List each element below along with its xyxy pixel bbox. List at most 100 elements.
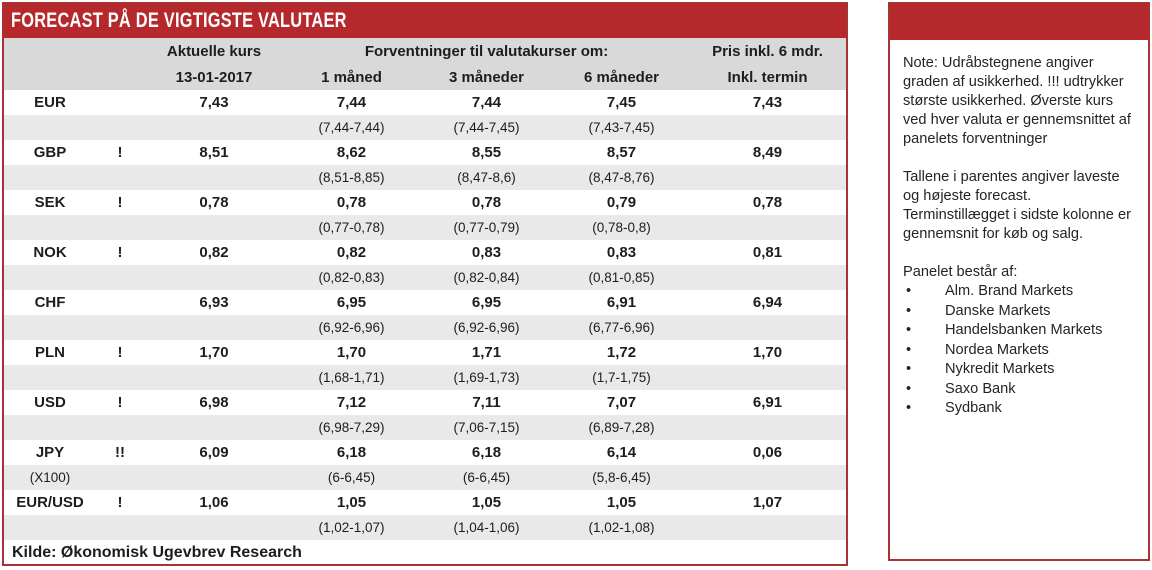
note-paragraph-uncertainty: Note: Udråbstegnene angiver graden af us… — [903, 55, 1131, 147]
cell-currency: NOK — [33, 244, 67, 261]
cell-uncertainty: ! — [117, 494, 123, 511]
cell-price-incl: 0,81 — [752, 244, 783, 261]
header-expectations: Forventninger til valutakurser om: — [284, 38, 690, 64]
header-current-rate: Aktuelle kurs — [144, 38, 284, 64]
cell-currency-sub — [4, 365, 96, 390]
cell-1m: 1,70 — [336, 344, 367, 361]
list-item: Nordea Markets — [903, 341, 1137, 361]
cell-6m: 7,07 — [606, 394, 637, 411]
cell-6m: 1,05 — [606, 494, 637, 511]
table-header-row-1: Aktuelle kurs Forventninger til valutaku… — [4, 38, 846, 64]
cell-uncertainty: ! — [117, 244, 123, 261]
cell-6m: 0,79 — [606, 194, 637, 211]
panel-title-bar: FORECAST PÅ DE VIGTIGSTE VALUTAER — [4, 4, 846, 38]
cell-6m: 6,14 — [606, 444, 637, 461]
cell-6m-range: (5,8-6,45) — [554, 465, 690, 490]
table-row: SEK ! 0,78 0,78 0,78 0,79 0,78 — [4, 190, 846, 215]
cell-uncertainty: ! — [117, 394, 123, 411]
cell-3m: 7,11 — [472, 394, 501, 411]
cell-currency-sub — [4, 315, 96, 340]
header-3-months: 3 måneder — [419, 64, 554, 90]
cell-6m-range: (6,77-6,96) — [554, 315, 690, 340]
cell-1m: 8,62 — [336, 144, 367, 161]
list-item: Handelsbanken Markets — [903, 321, 1137, 341]
cell-6m-range: (8,47-8,76) — [554, 165, 690, 190]
cell-current-rate: 6,98 — [199, 394, 229, 411]
cell-6m-range: (0,78-0,8) — [554, 215, 690, 240]
cell-6m-range: (6,89-7,28) — [554, 415, 690, 440]
cell-currency-sub — [4, 165, 96, 190]
table-row: NOK ! 0,82 0,82 0,83 0,83 0,81 — [4, 240, 846, 265]
cell-3m-range: (0,77-0,79) — [419, 215, 554, 240]
list-item: Sydbank — [903, 399, 1137, 419]
cell-price-incl: 6,91 — [752, 394, 783, 411]
cell-price-incl: 1,70 — [752, 344, 783, 361]
cell-1m-range: (6,98-7,29) — [284, 415, 419, 440]
cell-3m-range: (8,47-8,6) — [419, 165, 554, 190]
cell-1m-range: (0,82-0,83) — [284, 265, 419, 290]
cell-uncertainty: ! — [117, 144, 123, 161]
forecast-table-panel: FORECAST PÅ DE VIGTIGSTE VALUTAER Aktuel… — [2, 2, 848, 566]
cell-currency: EUR — [34, 94, 66, 111]
cell-1m: 6,95 — [336, 294, 367, 311]
page-title: FORECAST PÅ DE VIGTIGSTE VALUTAER — [11, 9, 347, 32]
cell-currency-sub — [4, 115, 96, 140]
cell-price-incl: 0,06 — [752, 444, 783, 461]
cell-6m: 1,72 — [606, 344, 637, 361]
cell-current-rate: 6,93 — [199, 294, 229, 311]
cell-currency: CHF — [34, 294, 66, 311]
note-panel: Note: Udråbstegnene angiver graden af us… — [888, 2, 1150, 561]
cell-currency-sub — [4, 415, 96, 440]
table-row: GBP ! 8,51 8,62 8,55 8,57 8,49 — [4, 140, 846, 165]
cell-6m-range: (1,02-1,08) — [554, 515, 690, 540]
table-row-range: (0,82-0,83) (0,82-0,84) (0,81-0,85) — [4, 265, 846, 290]
header-spacer — [4, 64, 144, 90]
table-row: USD ! 6,98 7,12 7,11 7,07 6,91 — [4, 390, 846, 415]
cell-uncertainty: !! — [115, 444, 125, 461]
cell-3m: 1,71 — [471, 344, 502, 361]
cell-3m-range: (0,82-0,84) — [419, 265, 554, 290]
cell-1m: 7,44 — [336, 94, 367, 111]
cell-1m-range: (8,51-8,85) — [284, 165, 419, 190]
cell-price-incl: 8,49 — [752, 144, 783, 161]
note-panel-header-bar — [890, 4, 1148, 40]
cell-current-rate: 0,82 — [199, 244, 229, 261]
list-item: Danske Markets — [903, 302, 1137, 322]
cell-3m-range: (6,92-6,96) — [419, 315, 554, 340]
list-item: Nykredit Markets — [903, 360, 1137, 380]
table-row: EUR/USD ! 1,06 1,05 1,05 1,05 1,07 — [4, 490, 846, 515]
cell-currency: PLN — [35, 344, 65, 361]
table-row-range: (8,51-8,85) (8,47-8,6) (8,47-8,76) — [4, 165, 846, 190]
source-note: Kilde: Økonomisk Ugevbrev Research — [12, 544, 302, 561]
cell-6m: 8,57 — [606, 144, 637, 161]
cell-1m-range: (1,68-1,71) — [284, 365, 419, 390]
cell-1m-range: (1,02-1,07) — [284, 515, 419, 540]
header-date: 13-01-2017 — [144, 64, 284, 90]
cell-1m-range: (7,44-7,44) — [284, 115, 419, 140]
cell-1m-range: (0,77-0,78) — [284, 215, 419, 240]
cell-uncertainty: ! — [117, 344, 123, 361]
cell-currency-sub — [4, 215, 96, 240]
cell-3m-range: (7,06-7,15) — [419, 415, 554, 440]
cell-6m-range: (0,81-0,85) — [554, 265, 690, 290]
table-row-range: (1,02-1,07) (1,04-1,06) (1,02-1,08) — [4, 515, 846, 540]
cell-3m: 6,18 — [471, 444, 502, 461]
note-paragraph-ranges: Tallene i parentes angiver laveste og hø… — [903, 169, 1131, 242]
list-item: Alm. Brand Markets — [903, 282, 1137, 302]
cell-1m: 7,12 — [336, 394, 367, 411]
cell-currency: SEK — [34, 194, 66, 211]
cell-6m: 0,83 — [606, 244, 637, 261]
cell-price-incl: 7,43 — [752, 94, 783, 111]
cell-1m-range: (6-6,45) — [284, 465, 419, 490]
cell-3m-range: (7,44-7,45) — [419, 115, 554, 140]
cell-3m-range: (6-6,45) — [419, 465, 554, 490]
cell-uncertainty: ! — [117, 194, 123, 211]
cell-1m: 0,78 — [336, 194, 367, 211]
table-row: PLN ! 1,70 1,70 1,71 1,72 1,70 — [4, 340, 846, 365]
cell-6m-range: (1,7-1,75) — [554, 365, 690, 390]
cell-3m: 0,83 — [471, 244, 502, 261]
cell-current-rate: 8,51 — [199, 144, 229, 161]
panel-members-list: Alm. Brand Markets Danske Markets Handel… — [903, 282, 1137, 419]
cell-current-rate: 1,70 — [199, 344, 229, 361]
table-row-range: (0,77-0,78) (0,77-0,79) (0,78-0,8) — [4, 215, 846, 240]
